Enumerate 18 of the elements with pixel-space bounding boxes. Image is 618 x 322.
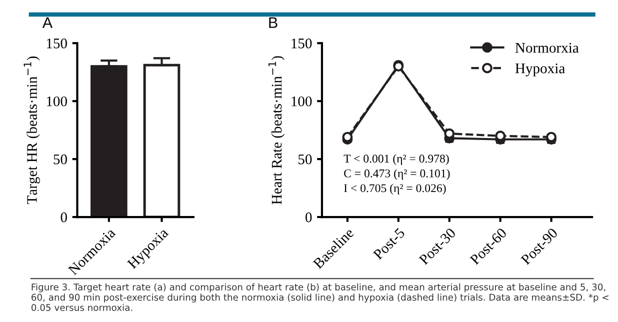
y-tick-label: 100 [292,96,312,106]
y-tick-label: 100 [46,96,67,106]
y-axis-title: Target HR (beats·min$^{−1}$) [24,56,40,204]
y-tick-label: 150 [46,38,67,48]
y-tick-label: 0 [306,212,312,222]
y-tick-label: 150 [292,38,312,48]
y-axis-title: Heart Rate (beats·min$^{−1}$) [268,56,285,204]
y-tick-label: 0 [60,212,67,222]
annotation: I < 0.705 (η² = 0.026) [344,184,446,195]
chart-title: B [269,17,278,28]
legend-label: Hypoxia [515,64,565,76]
y-tick-label: 50 [54,154,67,164]
chart-title: A [42,17,53,28]
annotation: C = 0.473 (η² = 0.101) [344,169,450,180]
legend-label: Normorxia [515,42,579,53]
caption: Figure 3. Target heart rate (a) and comparison of heart rate (b) at baseline, and mean arterial pressure at baseline and 5, 30, 60, and 90 min post-exercise during both the normoxia (solid line) and hypoxia (dashed line) trials. Data are means±SD. *p < 0.05 versus normoxia. [32,283,608,311]
annotation: T < 0.001 (η² = 0.978) [344,154,449,165]
y-tick-label: 50 [298,154,312,164]
